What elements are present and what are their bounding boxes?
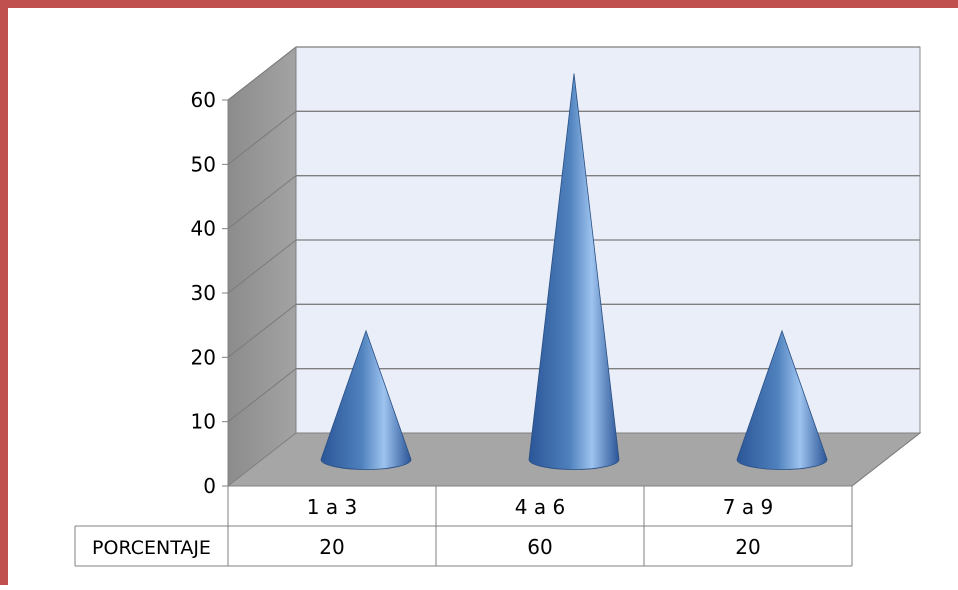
- data-table-cell: 20: [319, 535, 344, 559]
- data-table-cell: 60: [527, 535, 552, 559]
- y-tick-label: 20: [191, 345, 216, 369]
- side-gridline: [227, 46, 297, 101]
- data-table-cell: 20: [735, 535, 760, 559]
- cone-bar-3: [736, 329, 828, 470]
- floor-edge: [851, 432, 921, 487]
- side-gridline: [227, 110, 297, 165]
- y-tick-label: 10: [191, 410, 216, 434]
- cone-bar-1: [320, 329, 412, 470]
- y-tick-label: 60: [191, 88, 216, 112]
- x-category-label: 7 a 9: [723, 495, 773, 519]
- side-gridline: [227, 239, 297, 294]
- side-gridline: [227, 303, 297, 358]
- y-tick-label: 40: [191, 217, 216, 241]
- frame-left-border: [0, 0, 8, 585]
- data-table-row-label: PORCENTAJE: [92, 537, 211, 559]
- cone-bar-2: [528, 73, 620, 470]
- x-category-label: 1 a 3: [307, 495, 357, 519]
- y-tick-label: 30: [191, 281, 216, 305]
- frame-top-border: [0, 0, 958, 8]
- y-tick-label: 50: [191, 152, 216, 176]
- side-gridline: [227, 368, 297, 423]
- x-category-label: 4 a 6: [515, 495, 565, 519]
- side-gridline: [227, 175, 297, 230]
- y-tick-label: 0: [203, 474, 216, 498]
